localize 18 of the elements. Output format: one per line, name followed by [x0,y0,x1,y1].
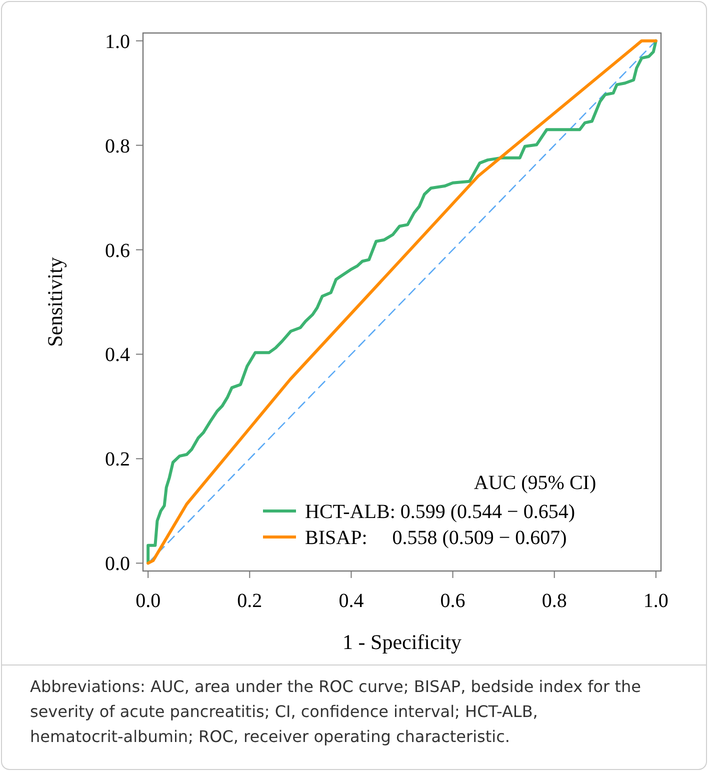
x-tick-label: 0.8 [542,590,567,612]
y-axis-title: Sensitivity [43,256,67,347]
legend-title: AUC (95% CI) [474,472,596,494]
y-tick-label: 0.8 [105,135,130,158]
y-tick-label: 0.4 [105,344,130,366]
x-axis-title: 1 - Specificity [342,630,462,654]
x-tick-label: 0.0 [136,590,161,612]
x-tick-label: 0.2 [237,590,262,612]
y-tick-label: 0.2 [105,448,130,471]
text: Abbreviations: AUC, area under the ROC curve; BISAP, bedside index for the severity of acute pancreatitis; CI, confidence interval; HCT-ALB, hematocrit-albumin; ROC, receiver operating characteristic. [30,677,641,746]
x-tick-label: 1.0 [643,590,668,612]
y-tick-label: 0.6 [105,240,130,262]
x-tick-label: 0.6 [440,590,466,612]
legend-label: HCT-ALB: 0.599 (0.544 − 0.654) [305,501,575,523]
legend-label: BISAP: 0.558 (0.509 − 0.607) [305,527,567,549]
y-tick-label: 1.0 [105,30,130,53]
x-tick-label: 0.4 [338,590,364,612]
y-tick-label: 0.0 [105,553,130,576]
